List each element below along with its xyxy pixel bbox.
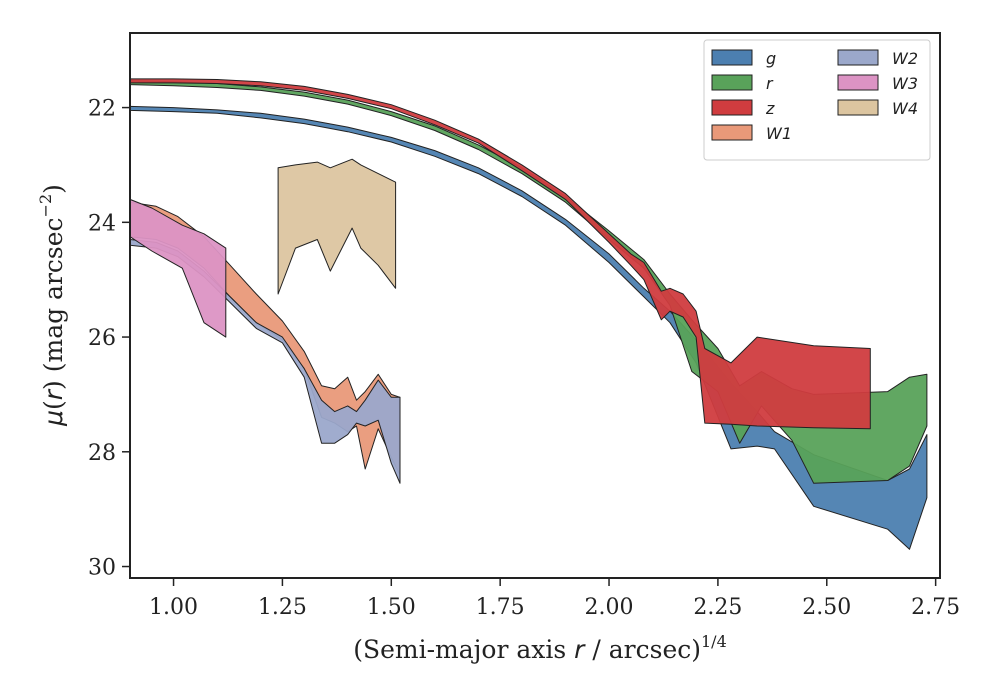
x-tick-label: 2.50 bbox=[802, 595, 851, 620]
band-w2 bbox=[130, 239, 401, 484]
legend-label-w3: W3 bbox=[892, 74, 918, 93]
y-axis-label: μ(r) (mag arcsec−2) bbox=[36, 184, 68, 427]
legend-swatch-g bbox=[711, 49, 753, 66]
plot-frame bbox=[129, 32, 941, 579]
x-axis-ticks: 1.00 1.25 1.50 1.75 2.00 2.25 2.50 2.75 bbox=[149, 578, 960, 620]
y-axis-ticks: 22 24 26 28 30 bbox=[88, 97, 130, 581]
legend-swatch-w3 bbox=[837, 74, 879, 91]
x-axis-label: (Semi-major axis r / arcsec)1/4 bbox=[353, 632, 727, 664]
legend-swatch-w4 bbox=[837, 99, 879, 116]
legend-label-g: g bbox=[766, 49, 776, 68]
x-tick-label: 2.75 bbox=[911, 595, 960, 620]
legend-label-w2: W2 bbox=[892, 49, 918, 68]
band-z bbox=[130, 78, 871, 430]
legend-swatch-r bbox=[711, 74, 753, 91]
legend-label-w1: W1 bbox=[766, 124, 792, 143]
legend-swatch-z bbox=[711, 99, 753, 116]
legend-swatch-w2 bbox=[837, 49, 879, 66]
band-g bbox=[130, 105, 928, 550]
y-tick-label: 30 bbox=[88, 556, 116, 581]
y-tick-label: 22 bbox=[88, 97, 116, 122]
legend-label-z: z bbox=[765, 99, 775, 118]
legend-label-w4: W4 bbox=[892, 99, 918, 118]
legend-frame bbox=[703, 39, 931, 161]
legend-swatch-w1 bbox=[711, 124, 753, 141]
x-tick-label: 1.25 bbox=[258, 595, 307, 620]
legend-label-r: r bbox=[766, 74, 774, 93]
x-tick-label: 1.50 bbox=[367, 595, 416, 620]
legend: grz W1 W2 W3 W4 bbox=[703, 39, 931, 161]
x-tick-label: 2.00 bbox=[585, 595, 634, 620]
y-tick-label: 24 bbox=[88, 211, 116, 236]
x-tick-label: 1.75 bbox=[476, 595, 525, 620]
bands-layer bbox=[130, 78, 928, 550]
x-tick-label: 2.25 bbox=[693, 595, 742, 620]
band-w4 bbox=[277, 158, 397, 295]
y-tick-label: 26 bbox=[88, 326, 116, 351]
x-tick-label: 1.00 bbox=[149, 595, 198, 620]
band-w3 bbox=[130, 198, 227, 338]
y-tick-label: 28 bbox=[88, 441, 116, 466]
